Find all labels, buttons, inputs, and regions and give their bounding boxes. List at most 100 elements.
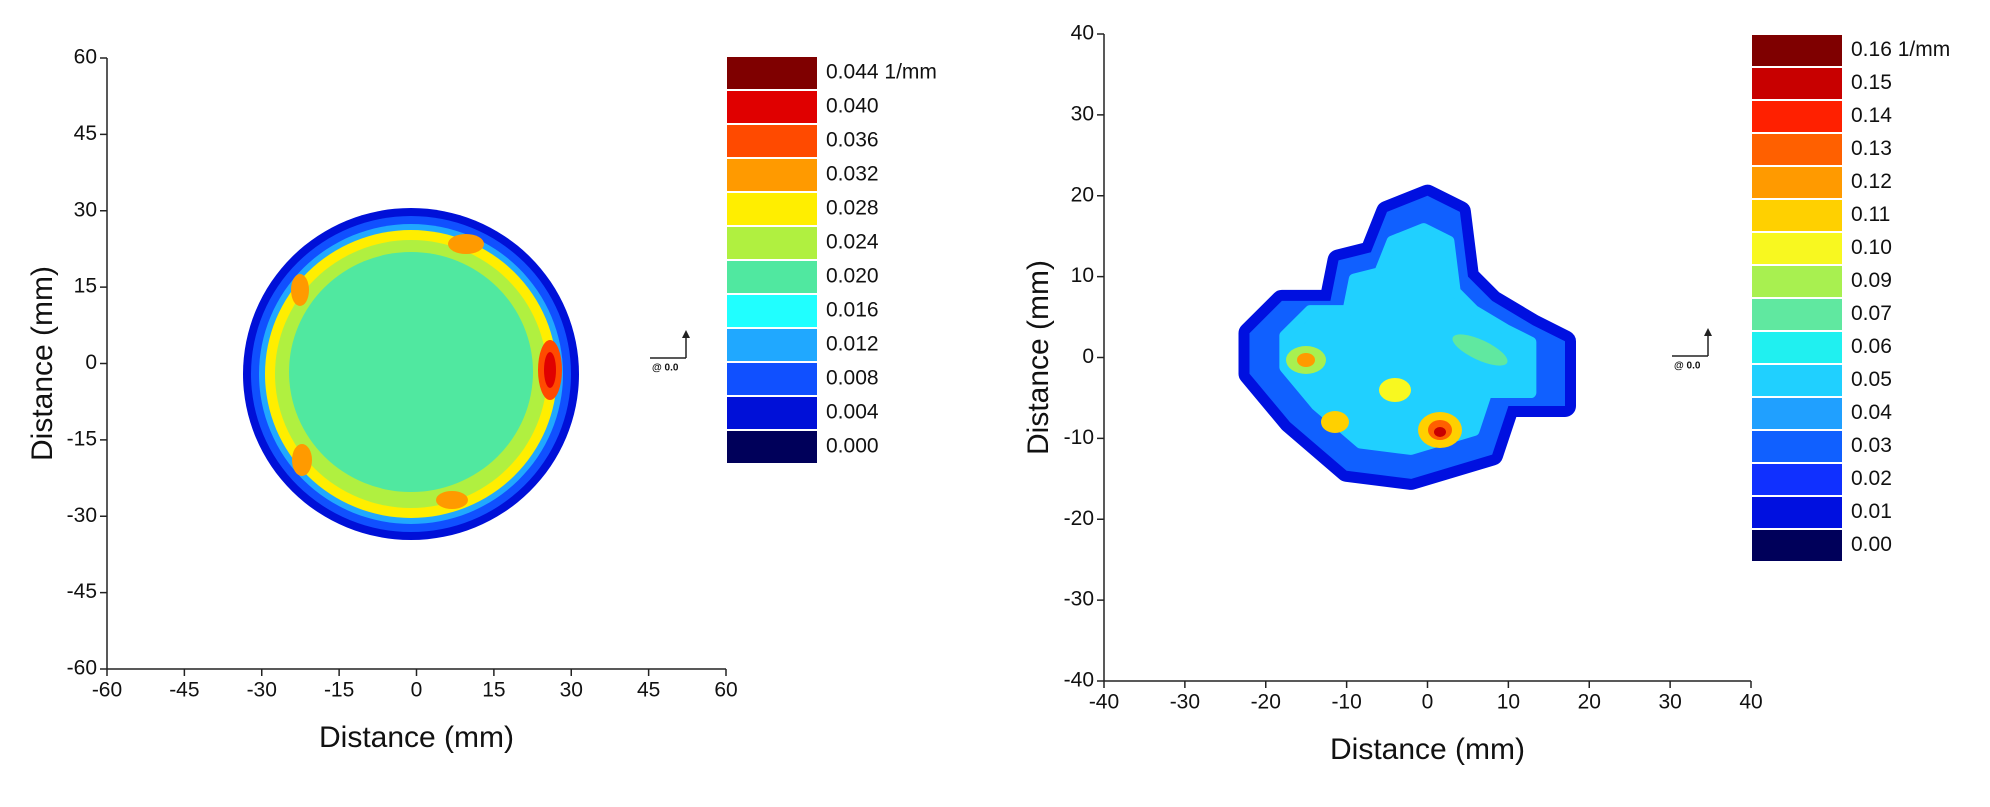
colorbar-label: 0.00 [1851, 533, 1892, 556]
x-tick-label: 30 [560, 679, 583, 702]
colorbar-label: 0.040 [826, 95, 879, 118]
x-tick-label: 60 [714, 679, 737, 702]
x-tick-label: 0 [411, 679, 423, 702]
colorbar-level [1750, 198, 1844, 233]
x-tick-label: -30 [1170, 691, 1200, 714]
y-axis-label: Distance (mm) [1022, 260, 1055, 455]
scale-note: @ 0.0 [652, 363, 679, 374]
colorbar-label: 0.13 [1851, 137, 1892, 160]
colorbar-level [1750, 231, 1844, 266]
colorbar-label: 0.03 [1851, 434, 1892, 457]
scale-icon [682, 330, 690, 338]
colorbar-level [725, 89, 819, 125]
y-tick-label: -40 [1064, 669, 1094, 692]
y-tick-label: -10 [1064, 426, 1094, 449]
x-tick-label: -45 [169, 679, 199, 702]
colorbar-label: 0.04 [1851, 401, 1892, 424]
colorbar-level [725, 225, 819, 261]
contour-field [1238, 184, 1576, 490]
y-tick-label: 0 [85, 351, 97, 374]
colorbar-level [1750, 132, 1844, 167]
x-tick-label: 0 [1422, 691, 1434, 714]
colorbar-level [1750, 165, 1844, 200]
y-tick-label: -45 [67, 580, 97, 603]
y-axis-label: Distance (mm) [26, 266, 59, 461]
contour-field [243, 208, 579, 540]
colorbar-label: 0.044 1/mm [826, 61, 937, 84]
scale-note: @ 0.0 [1674, 361, 1701, 372]
colorbar-level [725, 327, 819, 363]
x-tick-label: -20 [1251, 691, 1281, 714]
colorbar-level [1750, 297, 1844, 332]
y-tick-label: 60 [74, 46, 97, 69]
colorbar-level [725, 395, 819, 431]
colorbar-label: 0.012 [826, 333, 879, 356]
colorbar-level [1750, 330, 1844, 365]
colorbar-label: 0.000 [826, 435, 879, 458]
x-tick-label: -10 [1331, 691, 1361, 714]
y-tick-label: 30 [1071, 102, 1094, 125]
x-tick-label: 15 [482, 679, 505, 702]
x-tick-label: -30 [247, 679, 277, 702]
y-tick-label: 0 [1082, 345, 1094, 368]
colorbar-level [725, 259, 819, 295]
colorbar-level [1750, 462, 1844, 497]
colorbar-label: 0.11 [1851, 203, 1890, 226]
colorbar-label: 0.032 [826, 163, 879, 186]
y-tick-label: -15 [67, 427, 97, 450]
colorbar-label: 0.06 [1851, 335, 1892, 358]
x-axis-label: Distance (mm) [319, 721, 514, 754]
colorbar-level [1750, 363, 1844, 398]
colorbar-label: 0.10 [1851, 236, 1892, 259]
colorbar-level [1750, 495, 1844, 530]
scale-icon [1704, 328, 1712, 336]
colorbar-level [1750, 264, 1844, 299]
colorbar-label: 0.15 [1851, 71, 1892, 94]
colorbar-level [725, 429, 819, 465]
colorbar-label: 0.09 [1851, 269, 1892, 292]
colorbar-label: 0.020 [826, 265, 879, 288]
colorbar-level [725, 361, 819, 397]
x-tick-label: 20 [1578, 691, 1601, 714]
y-tick-label: -60 [67, 657, 97, 680]
colorbar-label: 0.07 [1851, 302, 1892, 325]
colorbar-level [1750, 99, 1844, 134]
colorbar-label: 0.008 [826, 367, 879, 390]
colorbar-level [725, 191, 819, 227]
colorbar-label: 0.036 [826, 129, 879, 152]
y-tick-label: 30 [74, 198, 97, 221]
colorbar-level [725, 293, 819, 329]
x-tick-label: 45 [637, 679, 660, 702]
colorbar-level [725, 123, 819, 159]
colorbar-level [1750, 396, 1844, 431]
y-tick-label: 10 [1071, 264, 1094, 287]
x-tick-label: -15 [324, 679, 354, 702]
x-axis-label: Distance (mm) [1330, 733, 1525, 766]
colorbar-label: 0.16 1/mm [1851, 38, 1950, 61]
colorbar-label: 0.004 [826, 401, 879, 424]
y-tick-label: 45 [74, 122, 97, 145]
colorbar-level [725, 55, 819, 91]
x-tick-label: -40 [1089, 691, 1119, 714]
y-tick-label: 15 [74, 275, 97, 298]
x-tick-label: -60 [92, 679, 122, 702]
y-tick-label: -30 [1064, 588, 1094, 611]
y-tick-label: 40 [1071, 22, 1094, 45]
colorbar-label: 0.02 [1851, 467, 1892, 490]
x-tick-label: 40 [1739, 691, 1762, 714]
colorbar-level [1750, 33, 1844, 68]
colorbar-label: 0.028 [826, 197, 879, 220]
colorbar-label: 0.05 [1851, 368, 1892, 391]
colorbar-label: 0.01 [1851, 500, 1892, 523]
colorbar-label: 0.016 [826, 299, 879, 322]
colorbar-level [1750, 528, 1844, 563]
colorbar-label: 0.12 [1851, 170, 1892, 193]
colorbar-level [725, 157, 819, 193]
colorbar-label: 0.14 [1851, 104, 1892, 127]
x-tick-label: 10 [1497, 691, 1520, 714]
colorbar-label: 0.024 [826, 231, 879, 254]
colorbar-level [1750, 429, 1844, 464]
y-tick-label: -20 [1064, 507, 1094, 530]
x-tick-label: 30 [1658, 691, 1681, 714]
